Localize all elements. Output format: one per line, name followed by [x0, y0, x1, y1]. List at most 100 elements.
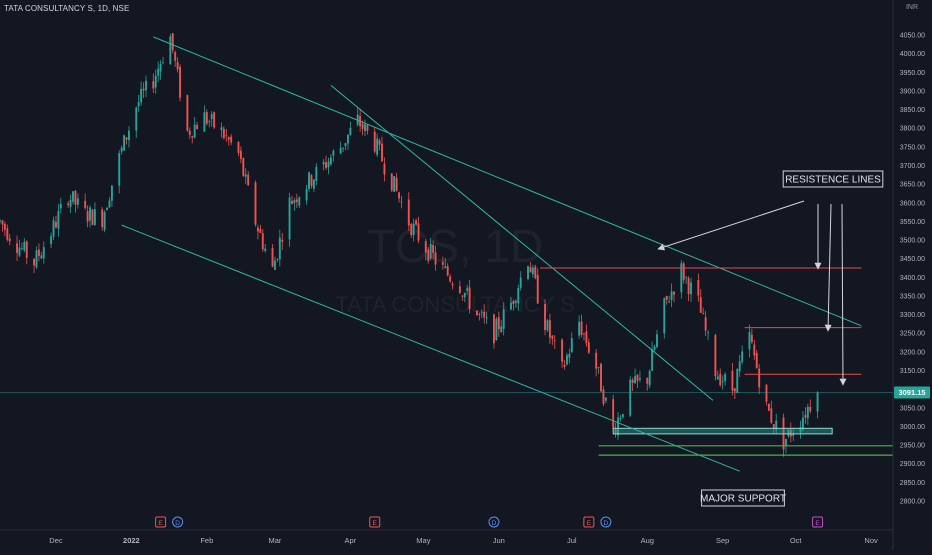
candle-body	[72, 191, 74, 202]
candle-body	[665, 295, 668, 300]
candle-body	[50, 236, 53, 245]
candle-body	[585, 331, 588, 344]
candle-body	[565, 355, 568, 365]
candle-body	[748, 332, 751, 350]
candle-body	[349, 127, 352, 136]
candle-body	[59, 203, 62, 209]
annotation-arrow	[839, 203, 847, 386]
candle-body	[344, 143, 347, 147]
candle-body	[325, 162, 328, 168]
candle-body	[157, 68, 160, 76]
time-tick-label: Nov	[864, 536, 878, 545]
candle-body	[407, 199, 410, 226]
candle-body	[653, 346, 656, 350]
time-tick-label: Sep	[716, 536, 729, 545]
candle-body	[128, 130, 130, 141]
candle-body	[517, 288, 520, 304]
candle-body	[142, 88, 145, 91]
candle-body	[145, 80, 147, 91]
event-marker-letter: E	[158, 520, 163, 527]
candle-body	[502, 309, 505, 329]
price-axis-panel	[893, 0, 932, 550]
watermark-name: TATA CONSULTANCY S	[335, 292, 575, 317]
candle-body	[492, 314, 495, 344]
resistance-label: RESISTENCE LINES	[785, 175, 881, 186]
candle-body	[203, 112, 206, 132]
candle-body	[186, 95, 189, 131]
candle-body	[281, 239, 284, 242]
candle-body	[580, 321, 583, 335]
candle-body	[510, 302, 512, 310]
candle-body	[237, 142, 240, 153]
candle-body	[230, 136, 233, 143]
candle-body	[500, 326, 503, 332]
price-tick-label: 4000.00	[900, 51, 925, 58]
candle-body	[342, 147, 345, 149]
candle-body	[534, 266, 537, 279]
candle-body	[8, 238, 11, 242]
candle-body	[468, 287, 471, 310]
candle-body	[390, 173, 393, 191]
candle-body	[527, 266, 529, 279]
candle-body	[699, 297, 702, 313]
candle-body	[738, 361, 741, 372]
candle-body	[427, 249, 430, 261]
candle-body	[804, 414, 807, 418]
watermark-ticker: TCS, 1D	[367, 220, 543, 272]
watermark: TCS, 1D TATA CONSULTANCY S	[335, 220, 575, 317]
price-tick-label: 3450.00	[900, 256, 925, 263]
candle-body	[276, 258, 279, 260]
candle-body	[225, 135, 228, 137]
candle-body	[463, 293, 466, 298]
annotation-arrow	[824, 203, 832, 332]
candle-body	[724, 374, 727, 381]
candle-body	[23, 241, 26, 251]
candle-body	[690, 282, 692, 295]
earnings-marker	[583, 516, 595, 528]
candle-body	[775, 420, 778, 430]
price-tick-label: 3750.00	[900, 144, 925, 151]
candle-body	[356, 114, 359, 125]
candle-body	[446, 266, 449, 276]
candle-body	[670, 291, 673, 300]
candle-body	[76, 198, 79, 205]
candle-body	[366, 125, 369, 131]
candle-body	[806, 406, 809, 419]
candle-body	[176, 62, 179, 70]
candle-body	[278, 237, 281, 260]
candle-body	[753, 344, 756, 356]
candle-body	[0, 220, 1, 222]
candle-body	[274, 260, 276, 270]
time-tick-label: Jul	[567, 536, 577, 545]
price-tick-label: 3650.00	[900, 182, 925, 189]
candle-body	[685, 277, 688, 279]
candle-body	[531, 267, 534, 275]
candle-body	[174, 52, 177, 61]
candle-body	[480, 312, 483, 314]
candle-body	[361, 123, 364, 129]
candle-body	[656, 334, 658, 347]
candle-body	[799, 427, 802, 433]
time-tick-label: 2022	[123, 536, 140, 545]
price-tick-label: 4050.00	[900, 33, 925, 40]
candle-body	[578, 321, 581, 336]
candle-body	[646, 378, 649, 384]
currency-label: INR	[905, 4, 918, 11]
candle-body	[400, 201, 403, 203]
candle-body	[544, 303, 546, 330]
candle-body	[332, 150, 335, 156]
price-tick-label: 3050.00	[900, 405, 925, 412]
candle-body	[259, 229, 262, 233]
earnings-marker	[155, 516, 167, 528]
candle-body	[52, 220, 55, 237]
candle-body	[563, 364, 566, 367]
candle-body	[702, 313, 705, 314]
candle-body	[548, 320, 551, 338]
candle-body	[222, 128, 225, 139]
price-tick-label: 2900.00	[900, 461, 925, 468]
price-tick-label: 3400.00	[900, 275, 925, 282]
candle-body	[308, 172, 310, 189]
